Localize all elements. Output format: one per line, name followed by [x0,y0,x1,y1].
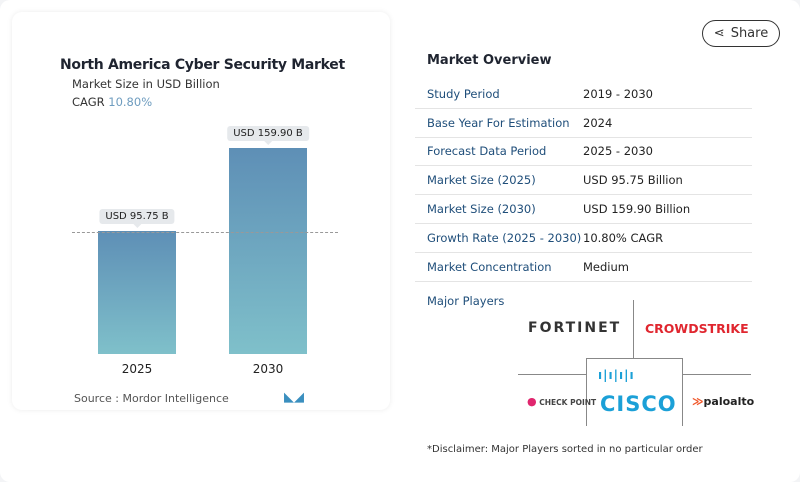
chart-card [12,12,390,410]
row-key: Market Size (2025) [427,173,536,188]
row-value: USD 95.75 Billion [583,173,683,188]
divider [633,300,634,358]
cagr: CAGR 10.80% [72,95,152,109]
share-icon: ⋖ [713,26,725,41]
row-value: 2019 - 2030 [583,86,653,101]
cagr-value: 10.80% [108,95,153,109]
source: Source : Mordor Intelligence [74,392,229,405]
row-key: Base Year For Estimation [427,115,570,130]
checkpoint-logo: ● CHECK POINT [527,395,597,408]
fortinet-logo: FORTINET [528,320,622,336]
overview-row: Study Period 2019 - 2030 [415,80,752,109]
overview-row: Market Size (2025) USD 95.75 Billion [415,166,752,196]
divider [683,374,751,375]
major-players-title: Major Players [427,294,505,308]
share-button[interactable]: ⋖ Share [702,20,780,47]
share-label: Share [730,26,769,41]
x-tick-label: 2025 [121,362,153,376]
cisco-logo: CISCO [600,392,677,416]
mordor-logo: ◣◢ [284,390,304,405]
overview-row: Market Concentration Medium [415,253,752,282]
paloalto-logo: ≫paloalto [692,395,755,408]
overview-table: Study Period 2019 - 2030 Base Year For Est… [415,80,752,282]
row-value: 2025 - 2030 [583,144,653,159]
data-label: USD 159.90 B [227,126,309,145]
overview-row: Growth Rate (2025 - 2030) 10.80% CAGR [415,224,752,253]
disclaimer: *Disclaimer: Major Players sorted in no … [427,444,703,455]
row-value: 10.80% CAGR [583,230,664,245]
overview-title: Market Overview [427,53,552,68]
chart-subtitle: Market Size in USD Billion [72,77,220,91]
crowdstrike-logo: CROWDSTRIKE [645,321,749,336]
reference-line [72,232,338,233]
cagr-label: CAGR [72,95,105,109]
bar-2030 [229,148,307,354]
divider [518,374,586,375]
overview-row: Market Size (2030) USD 159.90 Billion [415,195,752,224]
row-key: Market Concentration [427,259,552,274]
row-key: Study Period [427,86,500,101]
chart-title: North America Cyber Security Market [60,57,345,73]
row-value: USD 159.90 Billion [583,202,691,217]
row-key: Growth Rate (2025 - 2030) [427,230,582,245]
data-label: USD 95.75 B [99,208,175,228]
row-key: Market Size (2030) [427,202,536,217]
row-key: Forecast Data Period [427,144,547,159]
overview-row: Forecast Data Period 2025 - 2030 [415,138,752,167]
bar-2025 [98,230,176,354]
x-tick-label: 2030 [252,362,284,376]
row-value: 2024 [583,115,613,130]
cisco-box [586,358,683,426]
cisco-bars-icon: ı|ı|ı|ı [598,368,635,382]
row-value: Medium [583,259,629,274]
overview-row: Base Year For Estimation 2024 [415,109,752,138]
